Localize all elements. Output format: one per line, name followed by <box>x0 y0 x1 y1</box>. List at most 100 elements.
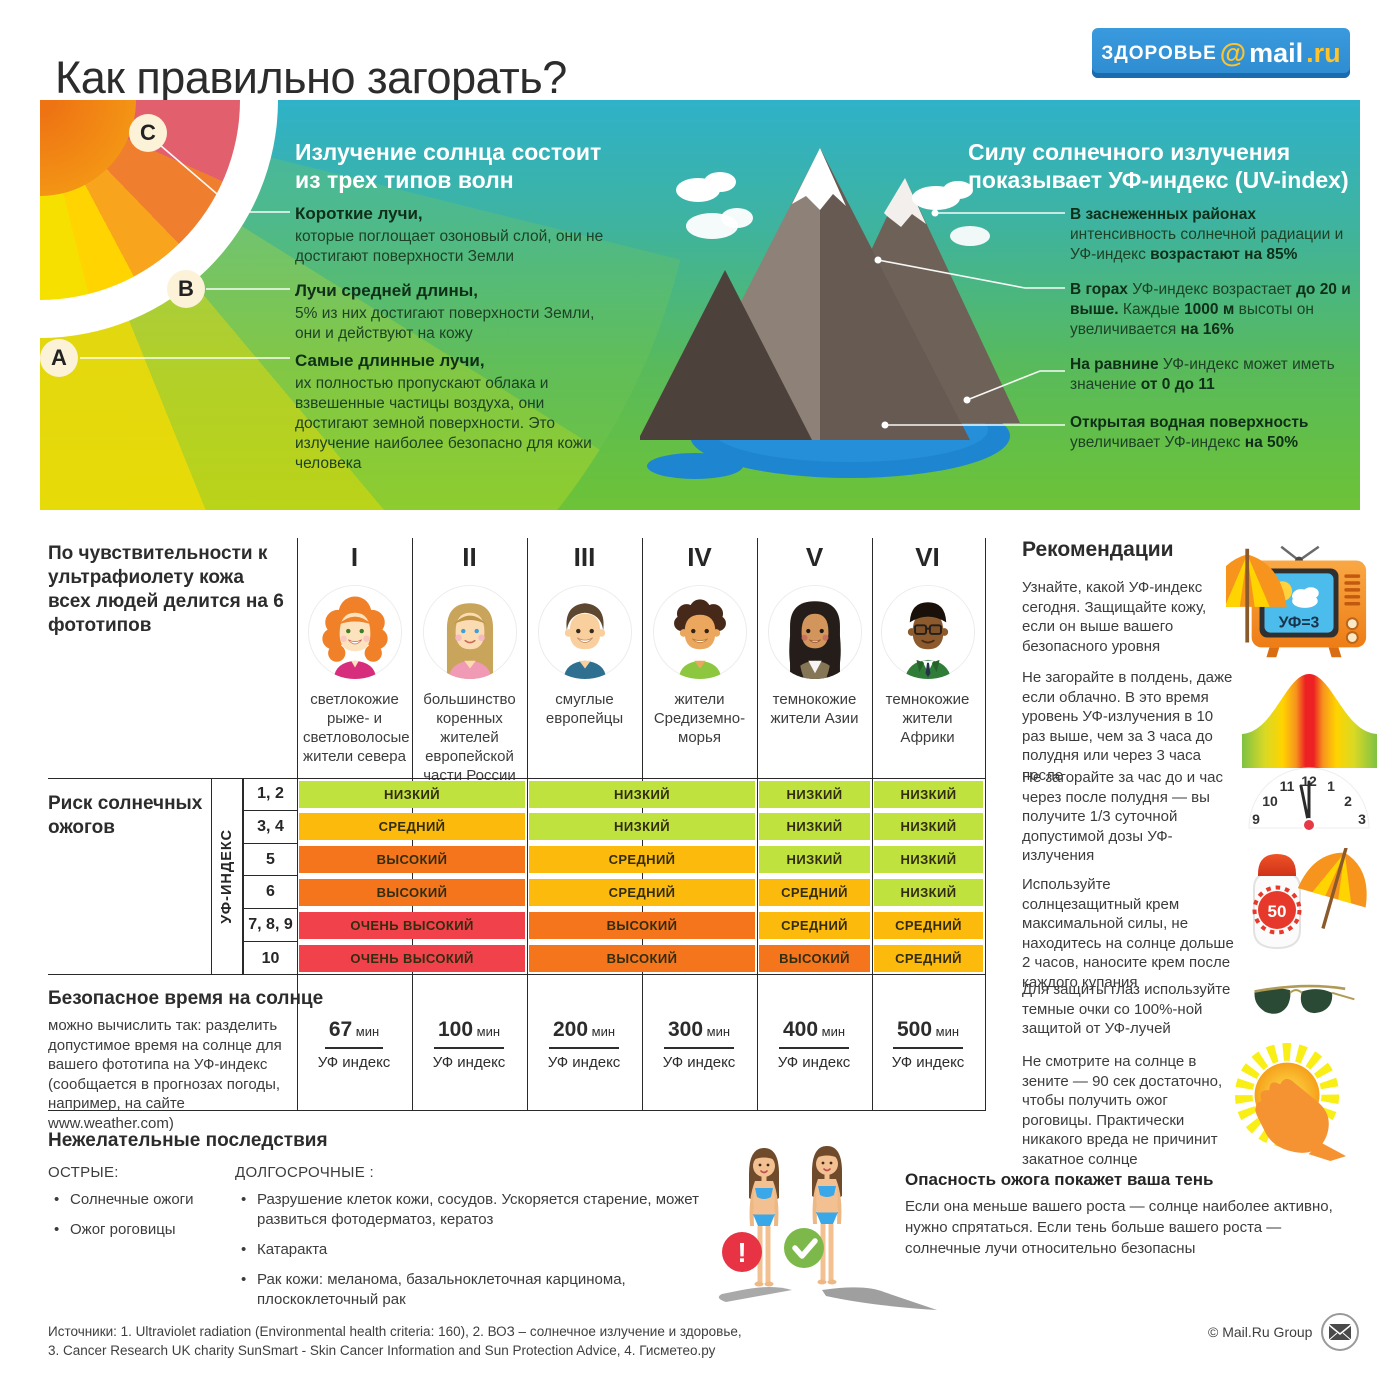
risk-cell: СРЕДНИЙ <box>299 813 525 840</box>
danger-badge: ! <box>722 1232 762 1272</box>
phototype-caption: большинство коренных жителей европейской… <box>423 691 516 784</box>
risk-cell: СРЕДНИЙ <box>874 912 983 939</box>
svg-text:3: 3 <box>1358 811 1366 827</box>
risk-cell: СРЕДНИЙ <box>759 912 870 939</box>
logo-tld-label: .ru <box>1306 37 1341 68</box>
safe-time-fraction: 400 мин УФ индекс <box>757 1018 871 1071</box>
acute-label: ОСТРЫЕ: <box>48 1164 119 1181</box>
recommendation-item: Не загорайте за час до и час через после… <box>1022 769 1223 864</box>
risk-cell: СРЕДНИЙ <box>529 846 755 873</box>
uv-forecast-tv-icon: УФ=3 <box>1226 545 1367 658</box>
list-item: Катаракта <box>235 1240 715 1260</box>
long-term-list: Разрушение клеток кожи, сосудов. Ускоряе… <box>235 1190 715 1320</box>
minutes-value: 400 <box>782 1018 819 1041</box>
envelope-icon[interactable] <box>1320 1312 1360 1352</box>
risk-cell: НИЗКИЙ <box>759 781 870 808</box>
safe-time-fraction: 67 мин УФ индекс <box>297 1018 411 1071</box>
zdorovie-mailru-logo[interactable]: ЗДОРОВЬЕ @ mail .ru <box>1092 28 1350 78</box>
risk-cell: НИЗКИЙ <box>874 781 983 808</box>
phototype-numeral: III <box>573 542 596 572</box>
ray-b-title: Лучи средней длины, <box>295 281 478 300</box>
safe-time-fraction: 100 мин УФ индекс <box>412 1018 526 1071</box>
phototype-caption: темнокожие жители Африки <box>885 691 970 746</box>
avatar-blonde-woman <box>422 584 518 680</box>
recommendation-item: Не загорайте в полдень, даже если облачн… <box>1022 669 1233 784</box>
phototypes-intro: По чувствительности к ультрафиолету кожа… <box>48 543 284 636</box>
uv-index-values: 1, 2 3, 4 5 6 7, 8, 9 10 <box>243 778 297 975</box>
ray-a-text: их полностью пропускают облака и взвешен… <box>295 375 592 472</box>
safe-time-text: можно вычислить так: разделить допустимо… <box>48 1017 282 1132</box>
fact-water: Открытая водная поверхность увеличивает … <box>1070 414 1309 451</box>
safe-check-badge <box>784 1228 824 1268</box>
phototype-numeral: I <box>350 542 359 572</box>
phototype-column-6: VI <box>870 538 985 1112</box>
phototype-column-5: V темнокожие жители Азии <box>757 538 872 1112</box>
ray-c-title: Короткие лучи, <box>295 204 423 223</box>
ray-badge-b: B <box>167 270 205 308</box>
phototype-numeral: VI <box>915 542 940 572</box>
ray-c-text: которые поглощает озоновый слой, они не … <box>295 228 604 265</box>
table-line <box>48 974 985 975</box>
svg-text:10: 10 <box>1262 793 1278 809</box>
uv-index-axis-label: УФ-ИНДЕКС <box>219 829 235 924</box>
avatar-brown-haired-man <box>537 584 633 680</box>
sun-radiation-banner: C B A Излучение солнца состоит из трех т… <box>40 100 1360 510</box>
minutes-value: 67 <box>328 1018 353 1041</box>
fraction-denominator: УФ индекс <box>432 1054 506 1071</box>
risk-cell: ВЫСОКИЙ <box>529 912 755 939</box>
uv-value: 3, 4 <box>244 811 297 844</box>
column-divider <box>985 538 986 1111</box>
phototype-column-2: II большинство коренных жителей европейс… <box>412 538 527 1112</box>
safe-time-fraction: 200 мин УФ индекс <box>527 1018 641 1071</box>
recommendations-title: Рекомендации <box>1022 538 1174 561</box>
phototype-column-1: I светлокожие рыже- и светловолосые жите… <box>297 538 412 1112</box>
risk-cell: НИЗКИЙ <box>874 879 983 906</box>
phototype-caption: светлокожие рыже- и светловолосые жители… <box>303 691 410 765</box>
phototype-numeral: II <box>462 542 477 572</box>
sun-hand-icon <box>1234 1043 1347 1162</box>
phototype-caption: темнокожие жители Азии <box>770 691 859 727</box>
ray-item-b: Лучи средней длины, 5% из них достигают … <box>295 281 615 344</box>
svg-text:1: 1 <box>1327 778 1335 794</box>
uv-value: 6 <box>244 876 297 910</box>
avatar-african-man <box>880 584 976 680</box>
fraction-denominator: УФ индекс <box>547 1054 621 1071</box>
fraction-denominator: УФ индекс <box>891 1054 965 1071</box>
shadow-text: Если она меньше вашего роста — солнце на… <box>905 1198 1333 1257</box>
phototype-column-4: IV жители Средиземно-морья <box>642 538 757 1112</box>
ray-badge-c: C <box>129 114 167 152</box>
phototype-caption: жители Средиземно-морья <box>653 691 746 746</box>
sunglasses-icon <box>1254 984 1355 1014</box>
uv-value: 5 <box>244 844 297 877</box>
minutes-value: 200 <box>552 1018 589 1041</box>
safe-time-note: (сообщается в прогнозах погоды, например… <box>48 1075 281 1132</box>
risk-table-title: Риск солнечных ожогов <box>48 793 203 838</box>
ray-item-c: Короткие лучи, которые поглощает озоновы… <box>295 204 615 267</box>
risk-cell: ВЫСОКИЙ <box>529 945 755 972</box>
at-icon: @ <box>1219 37 1247 68</box>
fraction-denominator: УФ индекс <box>317 1054 391 1071</box>
column-divider <box>297 538 298 1111</box>
column-divider <box>757 538 758 1111</box>
phototype-numeral: IV <box>687 542 712 572</box>
long-term-label: ДОЛГОСРОЧНЫЕ : <box>235 1164 374 1181</box>
sunscreen-spf50-icon: 50 <box>1252 848 1370 950</box>
svg-text:11: 11 <box>1280 778 1295 794</box>
risk-cell: ВЫСОКИЙ <box>299 879 525 906</box>
fact-snow: В заснеженных районах интенсивность солн… <box>1070 206 1344 263</box>
risk-cell: СРЕДНИЙ <box>529 879 755 906</box>
risk-cell: НИЗКИЙ <box>759 813 870 840</box>
ray-b-text: 5% из них достигают поверхности Земли, о… <box>295 305 595 342</box>
risk-cell: НИЗКИЙ <box>529 813 755 840</box>
column-divider <box>872 538 873 1111</box>
risk-cell: СРЕДНИЙ <box>874 945 983 972</box>
spf-badge <box>1258 891 1296 929</box>
callout-lines <box>80 144 1065 429</box>
svg-text:!: ! <box>737 1237 746 1268</box>
phototype-caption: смуглые европейцы <box>545 691 624 727</box>
uv-index-axis: УФ-ИНДЕКС <box>211 778 243 975</box>
minutes-value: 100 <box>437 1018 474 1041</box>
logo-domain-label: mail <box>1249 37 1304 68</box>
risk-cell: ВЫСОКИЙ <box>759 945 870 972</box>
